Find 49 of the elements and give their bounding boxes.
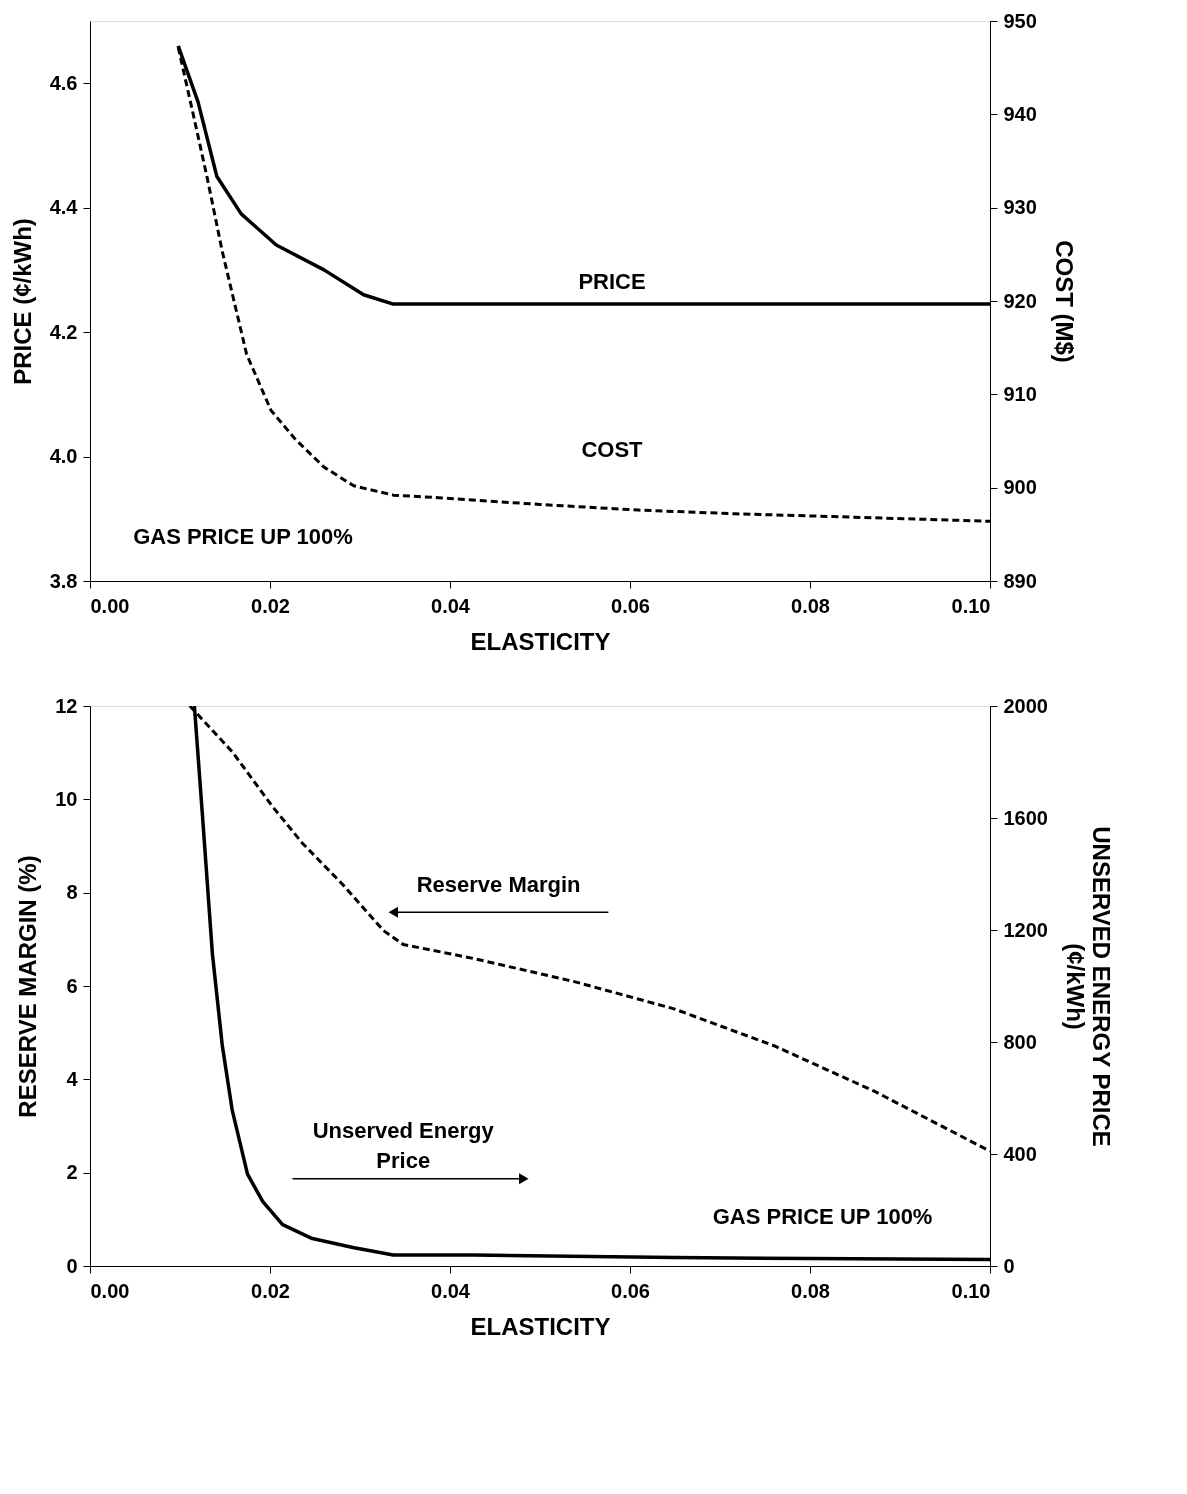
y-tick-label: 4.2 bbox=[49, 320, 78, 343]
y2-tick-label: 1200 bbox=[1003, 918, 1048, 941]
x-axis-title: ELASTICITY bbox=[470, 1312, 611, 1340]
x-tick-label: 0.02 bbox=[251, 1279, 290, 1302]
x-tick-label: 0.08 bbox=[791, 1279, 830, 1302]
y-axis-title: PRICE (¢/kWh) bbox=[8, 218, 36, 385]
y2-tick-label: 1600 bbox=[1003, 806, 1048, 829]
annotation: GAS PRICE UP 100% bbox=[133, 524, 353, 550]
y-tick-label: 0 bbox=[66, 1254, 78, 1277]
y2-tick-label: 0 bbox=[1003, 1254, 1015, 1277]
x-tick-label: 0.04 bbox=[431, 594, 471, 617]
x-axis-title: ELASTICITY bbox=[470, 627, 611, 655]
y-tick-label: 6 bbox=[66, 974, 78, 997]
y2-tick-label: 930 bbox=[1003, 196, 1037, 219]
x-tick-label: 0.10 bbox=[951, 594, 991, 617]
y-tick-label: 2 bbox=[66, 1161, 78, 1184]
y-tick-label: 4.4 bbox=[49, 196, 79, 219]
y-tick-label: 12 bbox=[55, 694, 78, 717]
x-tick-label: 0.00 bbox=[90, 1279, 130, 1302]
y2-tick-label: 950 bbox=[1003, 9, 1037, 32]
annotation: COST bbox=[581, 437, 644, 463]
y-axis-title: RESERVE MARGIN (%) bbox=[14, 855, 42, 1118]
y2-tick-label: 920 bbox=[1003, 289, 1037, 312]
x-tick-label: 0.06 bbox=[611, 1279, 650, 1302]
y2-tick-label: 2000 bbox=[1003, 694, 1048, 717]
y-tick-label: 4.0 bbox=[49, 445, 78, 468]
y2-tick-label: 800 bbox=[1003, 1030, 1037, 1053]
y2-tick-label: 400 bbox=[1003, 1142, 1037, 1165]
y-tick-label: 10 bbox=[55, 787, 78, 810]
annotation: Reserve Margin bbox=[416, 871, 581, 897]
x-tick-label: 0.08 bbox=[791, 594, 830, 617]
y-tick-label: 4.6 bbox=[49, 71, 78, 94]
y2-tick-label: 940 bbox=[1003, 102, 1037, 125]
y2-tick-label: 900 bbox=[1003, 476, 1037, 499]
y2-axis-title: UNSERVED ENERGY PRICE (¢/kWh) bbox=[1061, 826, 1115, 1147]
x-tick-label: 0.00 bbox=[90, 594, 130, 617]
y2-tick-label: 910 bbox=[1003, 382, 1037, 405]
y2-axis-title: COST (M$) bbox=[1050, 240, 1078, 363]
annotation: GAS PRICE UP 100% bbox=[712, 1204, 933, 1230]
x-tick-label: 0.10 bbox=[951, 1279, 991, 1302]
annotation: Unserved Energy Price bbox=[312, 1117, 495, 1173]
annotation: PRICE bbox=[578, 269, 646, 295]
x-tick-label: 0.02 bbox=[251, 594, 290, 617]
y2-tick-label: 890 bbox=[1003, 569, 1037, 592]
y-tick-label: 8 bbox=[66, 881, 78, 904]
x-tick-label: 0.06 bbox=[611, 594, 650, 617]
y-tick-label: 3.8 bbox=[49, 569, 78, 592]
x-tick-label: 0.04 bbox=[431, 1279, 471, 1302]
y-tick-label: 4 bbox=[66, 1067, 79, 1090]
